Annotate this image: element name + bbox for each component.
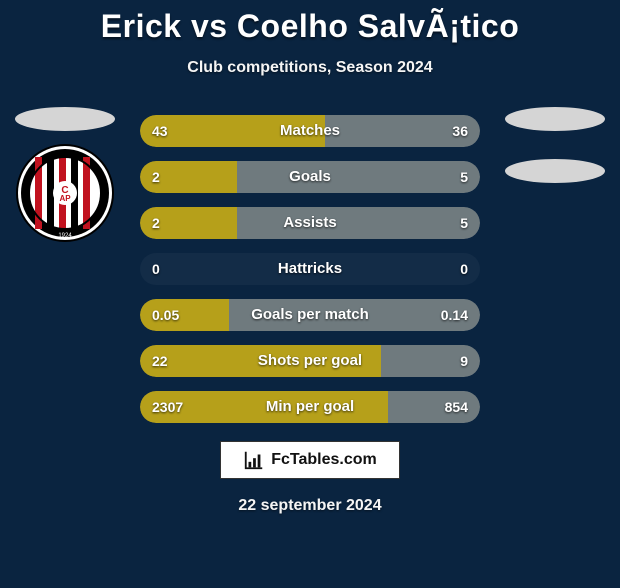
stat-row: 0.050.14Goals per match <box>140 299 480 331</box>
stat-label: Goals <box>140 161 480 193</box>
stat-row: 4336Matches <box>140 115 480 147</box>
svg-text:AP: AP <box>59 194 71 203</box>
stat-row: 25Goals <box>140 161 480 193</box>
player-avatar-placeholder <box>15 107 115 131</box>
stat-label: Hattricks <box>140 253 480 285</box>
club-logo-placeholder <box>505 159 605 183</box>
stat-bars: 4336Matches 25Goals 25Assists 00Hattricks 0.… <box>140 115 480 423</box>
comparison-panel: C AP 1924 4336Matches 25Goals 25Assists 00H… <box>0 115 620 423</box>
stat-row: 00Hattricks <box>140 253 480 285</box>
stat-label: Assists <box>140 207 480 239</box>
stat-label: Goals per match <box>140 299 480 331</box>
stat-label: Shots per goal <box>140 345 480 377</box>
brand-logo: FcTables.com <box>220 441 400 479</box>
club-logo-left: C AP 1924 <box>15 143 115 243</box>
chart-icon <box>243 449 265 471</box>
left-player-column: C AP 1924 <box>10 107 120 243</box>
stat-row: 229Shots per goal <box>140 345 480 377</box>
stat-row: 25Assists <box>140 207 480 239</box>
date-text: 22 september 2024 <box>0 497 620 515</box>
stat-label: Matches <box>140 115 480 147</box>
player-avatar-placeholder <box>505 107 605 131</box>
stat-row: 2307854Min per goal <box>140 391 480 423</box>
page-title: Erick vs Coelho SalvÃ¡tico <box>0 8 620 45</box>
brand-text: FcTables.com <box>271 451 377 469</box>
stat-label: Min per goal <box>140 391 480 423</box>
right-player-column <box>500 107 610 195</box>
subtitle: Club competitions, Season 2024 <box>0 59 620 77</box>
svg-text:1924: 1924 <box>58 233 72 239</box>
